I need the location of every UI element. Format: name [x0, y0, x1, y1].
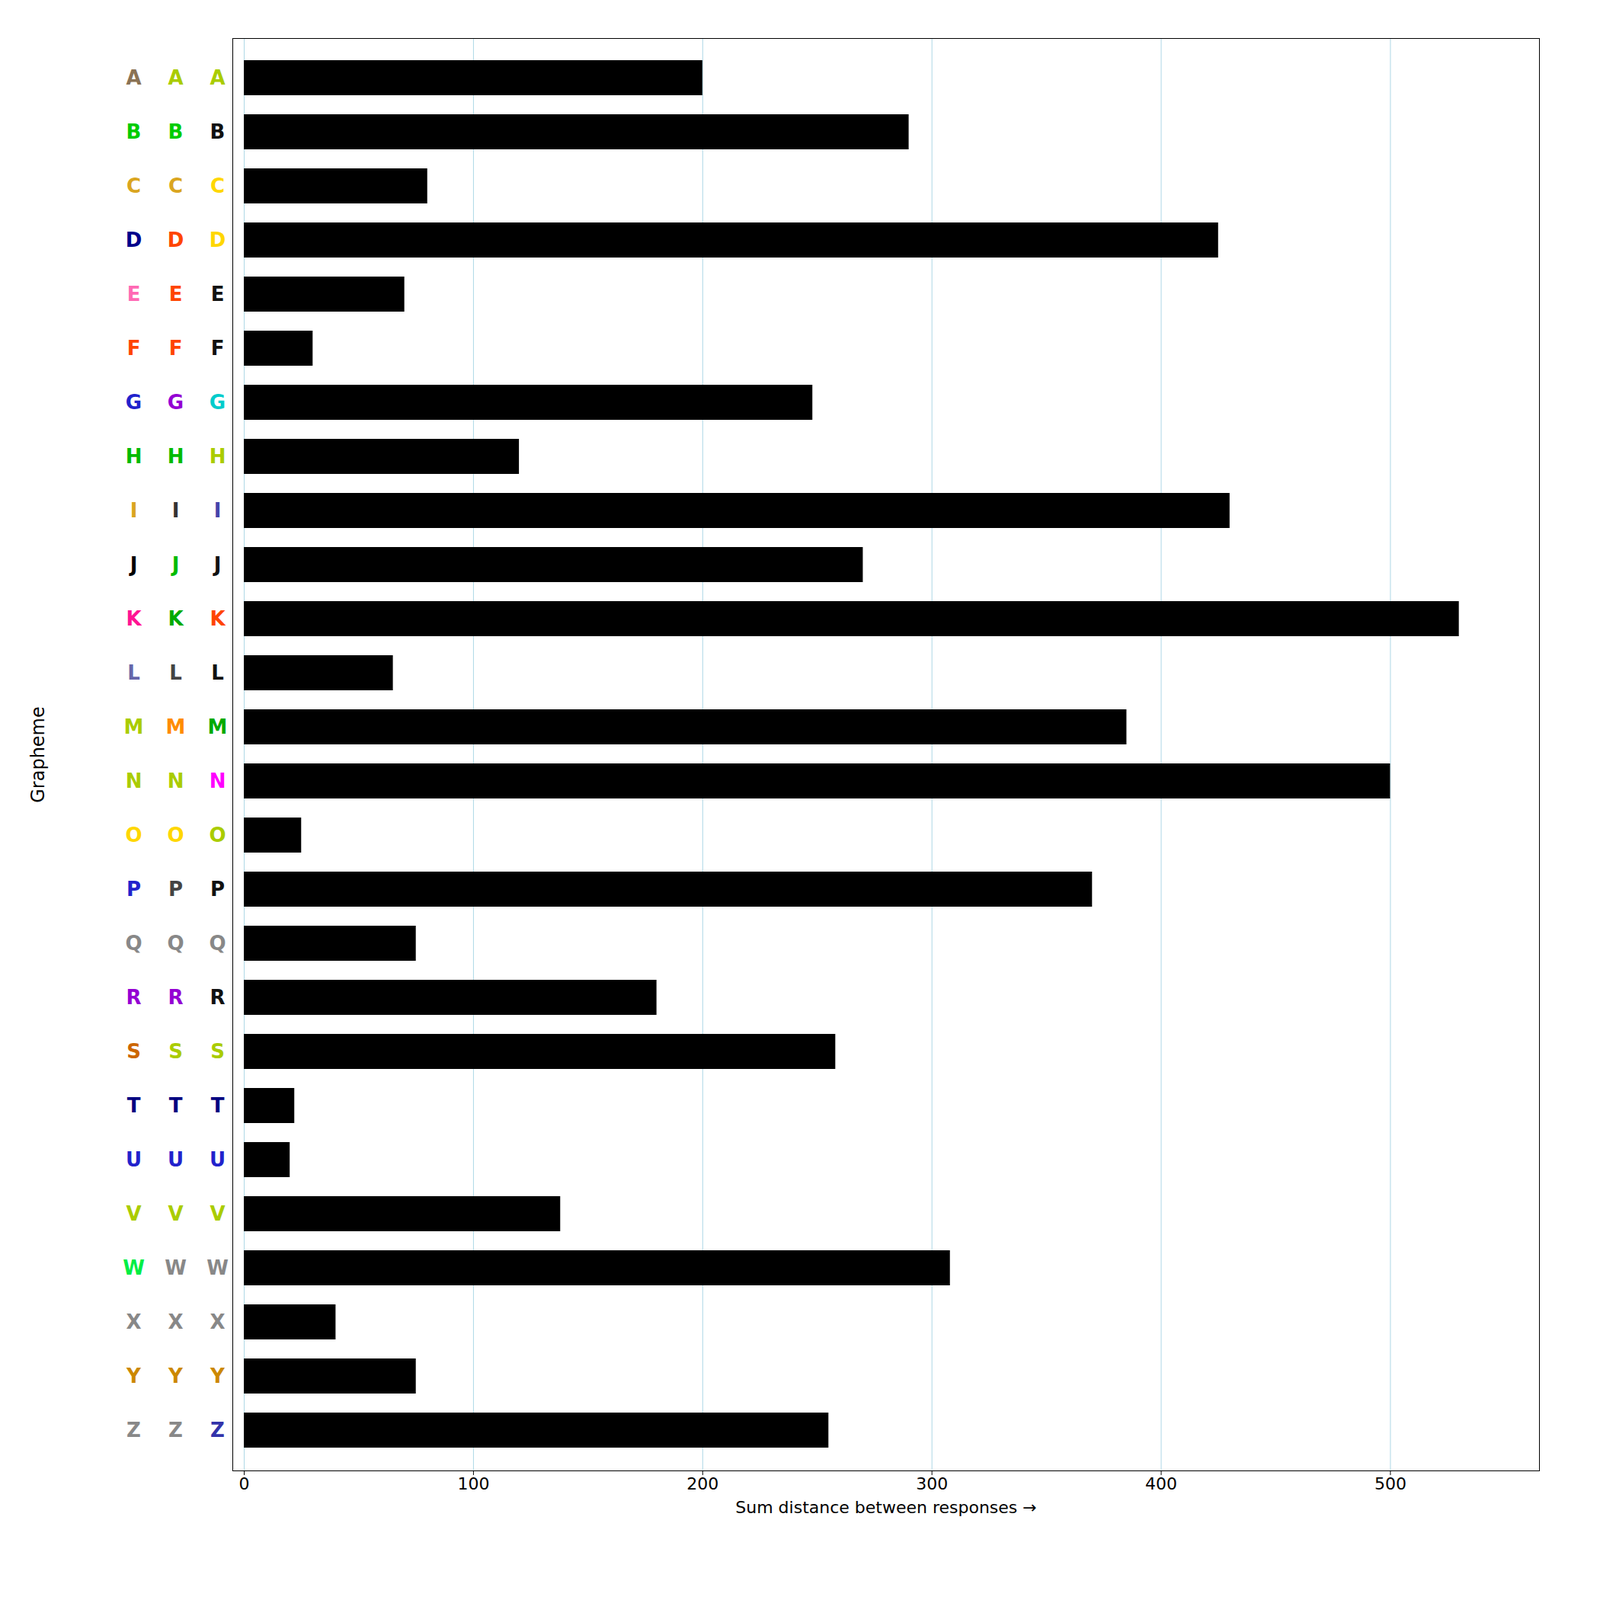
svg-text:C: C	[126, 174, 141, 198]
svg-text:J: J	[170, 553, 180, 576]
svg-text:G: G	[125, 390, 142, 414]
svg-text:K: K	[125, 607, 142, 631]
svg-text:F: F	[127, 336, 141, 360]
svg-text:Z: Z	[126, 1418, 141, 1442]
svg-text:W: W	[164, 1256, 187, 1280]
svg-text:G: G	[209, 390, 226, 414]
svg-text:M: M	[208, 715, 228, 739]
svg-text:A: A	[209, 66, 225, 90]
svg-text:D: D	[125, 228, 143, 252]
svg-text:Q: Q	[124, 931, 142, 955]
svg-text:N: N	[209, 769, 227, 793]
svg-text:Y: Y	[167, 1364, 184, 1388]
svg-text:I: I	[172, 499, 180, 522]
svg-text:H: H	[125, 444, 143, 468]
svg-text:A: A	[125, 66, 141, 90]
svg-text:Y: Y	[209, 1364, 226, 1388]
svg-text:U: U	[167, 1148, 184, 1172]
svg-text:R: R	[125, 985, 141, 1009]
svg-text:T: T	[127, 1094, 141, 1117]
svg-text:X: X	[125, 1310, 141, 1334]
svg-text:M: M	[166, 715, 186, 739]
svg-text:F: F	[169, 336, 183, 360]
svg-text:M: M	[124, 715, 144, 739]
svg-text:400: 400	[1145, 1474, 1178, 1494]
svg-text:0: 0	[239, 1474, 250, 1494]
svg-text:E: E	[211, 282, 225, 306]
svg-text:O: O	[208, 823, 226, 847]
svg-text:S: S	[210, 1040, 225, 1063]
svg-text:Z: Z	[168, 1418, 183, 1442]
svg-text:100: 100	[457, 1474, 490, 1494]
svg-text:F: F	[211, 336, 225, 360]
svg-text:B: B	[126, 120, 142, 144]
svg-text:N: N	[125, 769, 143, 793]
svg-text:V: V	[167, 1202, 183, 1226]
svg-text:G: G	[167, 390, 184, 414]
svg-text:B: B	[210, 120, 226, 144]
svg-text:T: T	[169, 1094, 183, 1117]
svg-text:U: U	[125, 1148, 142, 1172]
svg-text:P: P	[210, 877, 225, 901]
svg-text:H: H	[167, 444, 185, 468]
svg-text:E: E	[169, 282, 183, 306]
svg-text:D: D	[167, 228, 185, 252]
svg-text:W: W	[206, 1256, 229, 1280]
svg-text:L: L	[169, 661, 183, 685]
svg-text:U: U	[209, 1148, 226, 1172]
svg-text:200: 200	[686, 1474, 719, 1494]
svg-text:N: N	[167, 769, 185, 793]
svg-text:V: V	[209, 1202, 225, 1226]
svg-text:I: I	[214, 499, 222, 522]
svg-text:J: J	[128, 553, 138, 576]
svg-text:X: X	[209, 1310, 225, 1334]
svg-text:300: 300	[915, 1474, 948, 1494]
svg-text:L: L	[127, 661, 141, 685]
svg-text:Q: Q	[166, 931, 184, 955]
svg-text:R: R	[209, 985, 225, 1009]
svg-text:Sum distance between responses: Sum distance between responses →	[735, 1497, 1037, 1517]
svg-text:Q: Q	[208, 931, 226, 955]
svg-text:500: 500	[1374, 1474, 1407, 1494]
svg-text:Y: Y	[125, 1364, 142, 1388]
svg-text:E: E	[127, 282, 141, 306]
svg-text:S: S	[168, 1040, 183, 1063]
svg-text:L: L	[211, 661, 224, 685]
svg-text:Grapheme: Grapheme	[27, 706, 49, 804]
svg-text:S: S	[126, 1040, 141, 1063]
svg-text:O: O	[166, 823, 184, 847]
svg-text:K: K	[209, 607, 226, 631]
svg-text:V: V	[125, 1202, 141, 1226]
svg-text:B: B	[168, 120, 184, 144]
svg-text:A: A	[167, 66, 183, 90]
svg-text:W: W	[122, 1256, 145, 1280]
svg-text:P: P	[126, 877, 141, 901]
svg-text:C: C	[168, 174, 183, 198]
svg-text:J: J	[212, 553, 222, 576]
svg-text:T: T	[211, 1094, 225, 1117]
svg-text:Z: Z	[210, 1418, 225, 1442]
svg-text:O: O	[124, 823, 142, 847]
svg-text:P: P	[168, 877, 183, 901]
svg-text:X: X	[167, 1310, 183, 1334]
svg-text:C: C	[210, 174, 225, 198]
svg-text:I: I	[130, 499, 138, 522]
svg-text:K: K	[167, 607, 184, 631]
svg-text:R: R	[167, 985, 183, 1009]
svg-text:D: D	[209, 228, 227, 252]
svg-text:H: H	[209, 444, 227, 468]
